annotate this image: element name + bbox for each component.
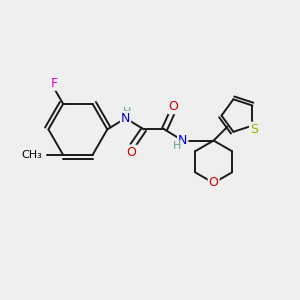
Text: F: F — [51, 77, 58, 90]
Text: CH₃: CH₃ — [21, 150, 42, 160]
Text: O: O — [126, 146, 136, 159]
Text: N: N — [178, 134, 188, 147]
Text: O: O — [168, 100, 178, 113]
Text: H: H — [123, 107, 131, 117]
Text: H: H — [173, 142, 182, 152]
Text: S: S — [250, 123, 258, 136]
Text: O: O — [209, 176, 218, 190]
Text: N: N — [121, 112, 130, 125]
